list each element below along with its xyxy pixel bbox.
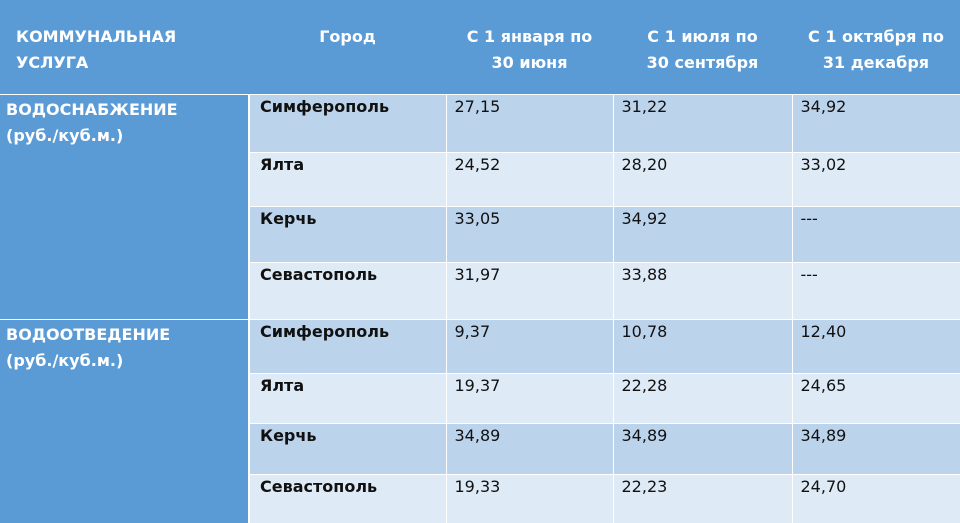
value-cell: 12,40	[792, 319, 960, 374]
header-service: КОММУНАЛЬНАЯ УСЛУГА	[0, 0, 249, 95]
value-cell: 31,22	[613, 94, 793, 153]
city-cell: Керчь	[249, 423, 447, 475]
value-cell: 24,52	[446, 152, 614, 207]
header-city: Город	[249, 0, 446, 95]
table-row: ВОДОСНАБЖЕНИЕ (руб./куб.м.) Симферополь 2…	[0, 94, 960, 320]
value-cell: 22,28	[613, 373, 793, 424]
value-cell: ---	[792, 206, 960, 263]
table-row: Севастополь 31,97 33,88 ---	[0, 262, 960, 320]
value-cell: 10,78	[613, 319, 793, 374]
value-cell: 33,88	[613, 262, 793, 320]
value-cell: 31,97	[446, 262, 614, 320]
value-cell: 19,37	[446, 373, 614, 424]
value-cell: 24,70	[792, 474, 960, 523]
value-cell: 33,02	[792, 152, 960, 207]
value-cell: 34,92	[613, 206, 793, 263]
table-row: Ялта 24,52 28,20 33,02	[0, 152, 960, 207]
service-water-supply: ВОДОСНАБЖЕНИЕ (руб./куб.м.)	[0, 94, 250, 320]
table-row: Севастополь 19,33 22,23 24,70	[0, 474, 960, 523]
value-cell: 19,33	[446, 474, 614, 523]
value-cell: 33,05	[446, 206, 614, 263]
value-cell: 34,92	[792, 94, 960, 153]
header-row: КОММУНАЛЬНАЯ УСЛУГА Город С 1 января по 3…	[0, 0, 960, 95]
city-cell: Керчь	[249, 206, 447, 263]
table-row: ВОДООТВЕДЕНИЕ (руб./куб.м.) Симферополь 9…	[0, 319, 960, 523]
value-cell: 28,20	[613, 152, 793, 207]
header-period-2: С 1 июля по 30 сентября	[613, 0, 792, 95]
value-cell: 34,89	[613, 423, 793, 475]
value-cell: 34,89	[792, 423, 960, 475]
value-cell: 24,65	[792, 373, 960, 424]
city-cell: Севастополь	[249, 262, 447, 320]
table-row: Керчь 33,05 34,92 ---	[0, 206, 960, 263]
value-cell: 34,89	[446, 423, 614, 475]
city-cell: Симферополь	[249, 319, 447, 374]
table-row: Ялта 19,37 22,28 24,65	[0, 373, 960, 424]
table-row: Керчь 34,89 34,89 34,89	[0, 423, 960, 475]
service-sewage: ВОДООТВЕДЕНИЕ (руб./куб.м.)	[0, 319, 250, 523]
value-cell: ---	[792, 262, 960, 320]
value-cell: 27,15	[446, 94, 614, 153]
value-cell: 9,37	[446, 319, 614, 374]
city-cell: Ялта	[249, 373, 447, 424]
header-period-3: С 1 октября по 31 декабря	[792, 0, 960, 95]
city-cell: Симферополь	[249, 94, 447, 153]
header-period-1: С 1 января по 30 июня	[446, 0, 613, 95]
value-cell: 22,23	[613, 474, 793, 523]
city-cell: Севастополь	[249, 474, 447, 523]
city-cell: Ялта	[249, 152, 447, 207]
